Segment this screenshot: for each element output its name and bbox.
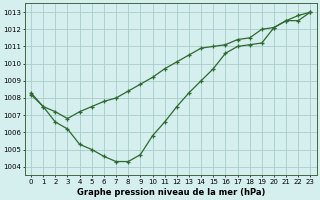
X-axis label: Graphe pression niveau de la mer (hPa): Graphe pression niveau de la mer (hPa): [76, 188, 265, 197]
